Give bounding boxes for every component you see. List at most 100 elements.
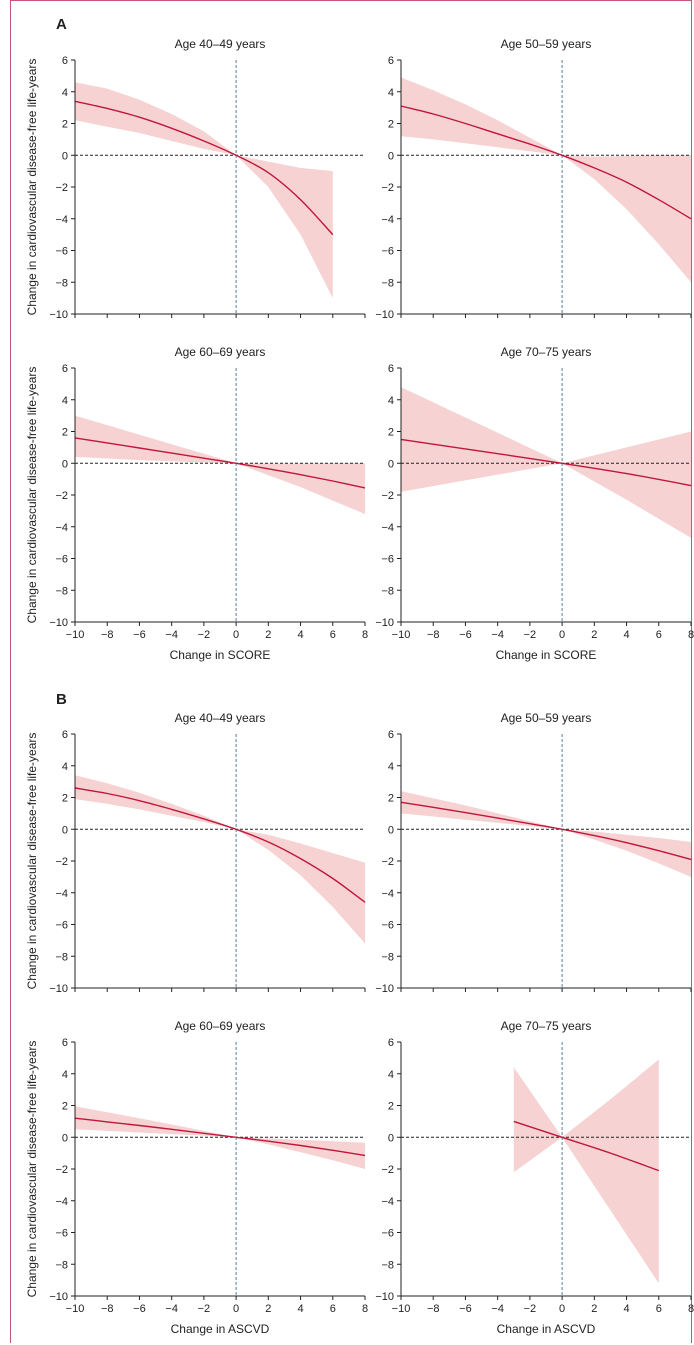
y-tick-label: −4	[55, 888, 68, 900]
x-tick-label: 0	[233, 629, 239, 641]
subplot-title: Age 40–49 years	[175, 711, 266, 725]
x-tick-label: 2	[591, 1303, 597, 1315]
subplot-title: Age 60–69 years	[175, 345, 266, 359]
estimate-line	[400, 105, 692, 220]
x-tick-label: −10	[392, 629, 411, 641]
y-tick-label: 2	[388, 1101, 394, 1113]
y-tick-label: 4	[62, 761, 68, 773]
y-tick-label: −10	[49, 617, 68, 629]
confidence-band	[401, 791, 691, 877]
y-tick-label: −4	[381, 888, 394, 900]
y-tick-label: −4	[381, 1196, 394, 1208]
confidence-band	[513, 1059, 659, 1284]
x-tick-label: −10	[66, 629, 85, 641]
y-tick-label: −8	[381, 1259, 394, 1271]
y-tick-label: 2	[62, 427, 68, 439]
y-tick-label: −8	[55, 277, 68, 289]
x-tick-label: 6	[330, 1303, 336, 1315]
y-tick-label: 2	[62, 1101, 68, 1113]
y-tick-label: 0	[388, 824, 394, 836]
x-tick-label: 2	[591, 629, 597, 641]
y-tick-label: −6	[55, 554, 68, 566]
y-tick-label: −6	[381, 920, 394, 932]
y-tick-label: −2	[55, 1164, 68, 1176]
x-tick-label: 2	[265, 1303, 271, 1315]
y-tick-label: 2	[62, 119, 68, 131]
y-tick-label: 6	[62, 1037, 68, 1049]
confidence-band	[75, 82, 333, 299]
x-tick-label: −6	[459, 1303, 472, 1315]
y-tick-label: 6	[388, 729, 394, 741]
y-tick-label: 6	[62, 729, 68, 741]
y-tick-label: −10	[49, 1291, 68, 1303]
y-tick-label: 0	[388, 458, 394, 470]
y-tick-label: −10	[375, 983, 394, 995]
x-tick-label: −6	[133, 1303, 146, 1315]
panel-letter-a: A	[56, 16, 67, 33]
x-tick-label: 8	[362, 1303, 368, 1315]
subplot-a-1: Age 40–49 years 6 4 2 0 −2 −4 −6 −8 −10 Change in …	[25, 37, 366, 321]
x-tick-label: −4	[491, 629, 504, 641]
subplot-a-2: Age 50–59 years 6 4 2 0 −2 −4 −6 −8 −10	[375, 37, 692, 321]
confidence-band	[75, 775, 365, 944]
x-axis-label: Change in SCORE	[170, 648, 271, 662]
y-tick-label: −2	[381, 856, 394, 868]
y-tick-label: −10	[49, 309, 68, 321]
y-axis-label: Change in cardiovascular disease-free li…	[25, 733, 39, 990]
y-tick-label: −4	[55, 1196, 68, 1208]
y-tick-label: −6	[381, 554, 394, 566]
y-tick-label: 4	[62, 1069, 68, 1081]
x-tick-label: 8	[688, 1303, 694, 1315]
y-tick-label: −2	[55, 490, 68, 502]
subplot-title: Age 50–59 years	[501, 711, 592, 725]
y-tick-label: −2	[381, 182, 394, 194]
subplot-title: Age 60–69 years	[175, 1019, 266, 1033]
estimate-line	[400, 801, 692, 861]
estimate-line	[400, 438, 692, 487]
confidence-band	[401, 387, 691, 538]
y-tick-label: 2	[388, 793, 394, 805]
x-tick-label: 4	[297, 1303, 303, 1315]
confidence-band	[401, 77, 691, 283]
x-tick-label: −4	[165, 629, 178, 641]
y-tick-label: −4	[381, 214, 394, 226]
subplot-title: Age 70–75 years	[501, 1019, 592, 1033]
y-tick-label: 4	[388, 761, 394, 773]
y-tick-label: 6	[62, 55, 68, 67]
y-tick-label: −4	[381, 522, 394, 534]
subplot-a-3: Age 60–69 years 6 4 2 0 −2 −4 −6 −8 −10−10 −8 −6 −4 −…	[25, 345, 368, 662]
y-tick-label: −8	[381, 951, 394, 963]
y-tick-label: −8	[55, 585, 68, 597]
y-tick-label: 4	[62, 87, 68, 99]
x-tick-label: 0	[559, 629, 565, 641]
y-axis-label: Change in cardiovascular disease-free li…	[25, 367, 39, 624]
x-tick-label: −8	[427, 1303, 440, 1315]
x-tick-label: −8	[427, 629, 440, 641]
y-tick-label: 0	[62, 1132, 68, 1144]
subplot-b-1: Age 40–49 years 6 4 2 0 −2 −4 −6 −8 −10 Change in …	[25, 711, 366, 995]
estimate-line	[74, 437, 366, 489]
y-tick-label: 4	[388, 1069, 394, 1081]
x-tick-label: 8	[688, 629, 694, 641]
y-tick-label: 6	[388, 55, 394, 67]
x-tick-label: −4	[165, 1303, 178, 1315]
y-tick-label: 0	[388, 150, 394, 162]
y-tick-label: 0	[62, 458, 68, 470]
x-tick-label: −2	[524, 1303, 537, 1315]
x-tick-label: −6	[133, 629, 146, 641]
estimate-line	[513, 1120, 660, 1172]
x-tick-label: −6	[459, 629, 472, 641]
y-axis-label: Change in cardiovascular disease-free li…	[25, 1041, 39, 1298]
subplot-title: Age 40–49 years	[175, 37, 266, 51]
estimate-line	[74, 787, 366, 903]
x-tick-label: 4	[297, 629, 303, 641]
x-tick-label: 6	[656, 629, 662, 641]
subplot-b-4: Age 70–75 years 6 4 2 0 −2 −4 −6 −8 −10−10 −8 −6 −4 −…	[375, 1019, 694, 1336]
y-tick-label: −8	[381, 585, 394, 597]
x-tick-label: −8	[101, 629, 114, 641]
y-tick-label: 6	[388, 1037, 394, 1049]
y-tick-label: 4	[388, 87, 394, 99]
x-tick-label: −2	[198, 1303, 211, 1315]
x-tick-label: 2	[265, 629, 271, 641]
